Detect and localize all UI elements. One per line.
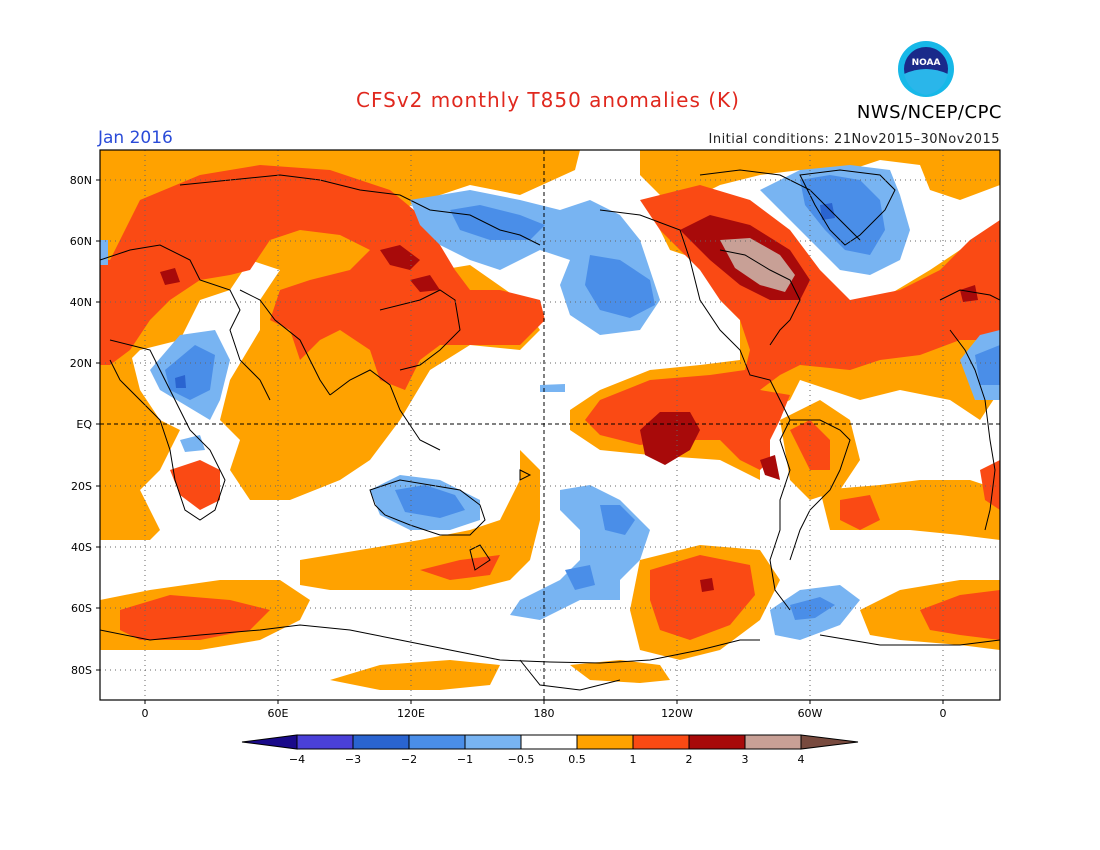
svg-text:NOAA: NOAA	[912, 58, 941, 68]
colorbar-bin	[632, 734, 690, 750]
lat-label: 40N	[70, 296, 92, 309]
colorbar-label: 3	[742, 753, 749, 766]
colorbar-bin	[576, 734, 634, 750]
lat-label: 20S	[71, 480, 92, 493]
colorbar-label: −0.5	[508, 753, 535, 766]
colorbar-label: −3	[345, 753, 361, 766]
colorbar-high-arrow	[800, 734, 859, 750]
reference-lines	[100, 150, 1000, 700]
latitude-labels: 80N 60N 40N 20N EQ 20S 40S 60S 80S	[70, 174, 93, 677]
lon-label: 120W	[661, 707, 693, 720]
colorbar-bin	[296, 734, 354, 750]
colorbar-label: −1	[457, 753, 473, 766]
lon-label: 180	[534, 707, 555, 720]
graticule	[100, 150, 1000, 700]
colorbar-bin	[688, 734, 746, 750]
colorbar-bin	[408, 734, 466, 750]
colorbar-low-arrow	[241, 734, 298, 750]
colorbar-label: 1	[630, 753, 637, 766]
colorbar-bin	[520, 734, 578, 750]
map-frame	[99, 149, 1001, 701]
forecast-period: Jan 2016	[98, 128, 173, 148]
noaa-logo: NOAA	[898, 41, 954, 97]
lon-label: 120E	[397, 707, 425, 720]
initial-conditions: Initial conditions: 21Nov2015–30Nov2015	[708, 132, 1000, 147]
colorbar	[241, 734, 859, 750]
lat-label: EQ	[76, 418, 92, 431]
lat-label: 60S	[71, 602, 92, 615]
colorbar-bin	[744, 734, 802, 750]
lat-label: 80N	[70, 174, 92, 187]
lat-label: 80S	[71, 664, 92, 677]
lat-label: 60N	[70, 235, 92, 248]
lon-label: 60E	[268, 707, 289, 720]
colorbar-bin	[352, 734, 410, 750]
lon-label: 60W	[798, 707, 823, 720]
colorbar-label: −2	[401, 753, 417, 766]
lat-label: 40S	[71, 541, 92, 554]
longitude-labels: 0 60E 120E 180 120W 60W 0	[142, 707, 947, 720]
colorbar-label: −4	[289, 753, 305, 766]
lat-label: 20N	[70, 357, 92, 370]
lon-label: 0	[940, 707, 947, 720]
colorbar-labels: −4 −3 −2 −1 −0.5 0.5 1 2 3 4	[289, 753, 805, 766]
colorbar-label: 4	[798, 753, 805, 766]
anomaly-field	[100, 150, 1000, 700]
colorbar-bin	[464, 734, 522, 750]
chart-title: CFSv2 monthly T850 anomalies (K)	[356, 88, 740, 112]
colorbar-label: 0.5	[568, 753, 586, 766]
lon-label: 0	[142, 707, 149, 720]
colorbar-label: 2	[686, 753, 693, 766]
coastlines	[100, 169, 1000, 691]
agency-label: NWS/NCEP/CPC	[856, 102, 1002, 123]
